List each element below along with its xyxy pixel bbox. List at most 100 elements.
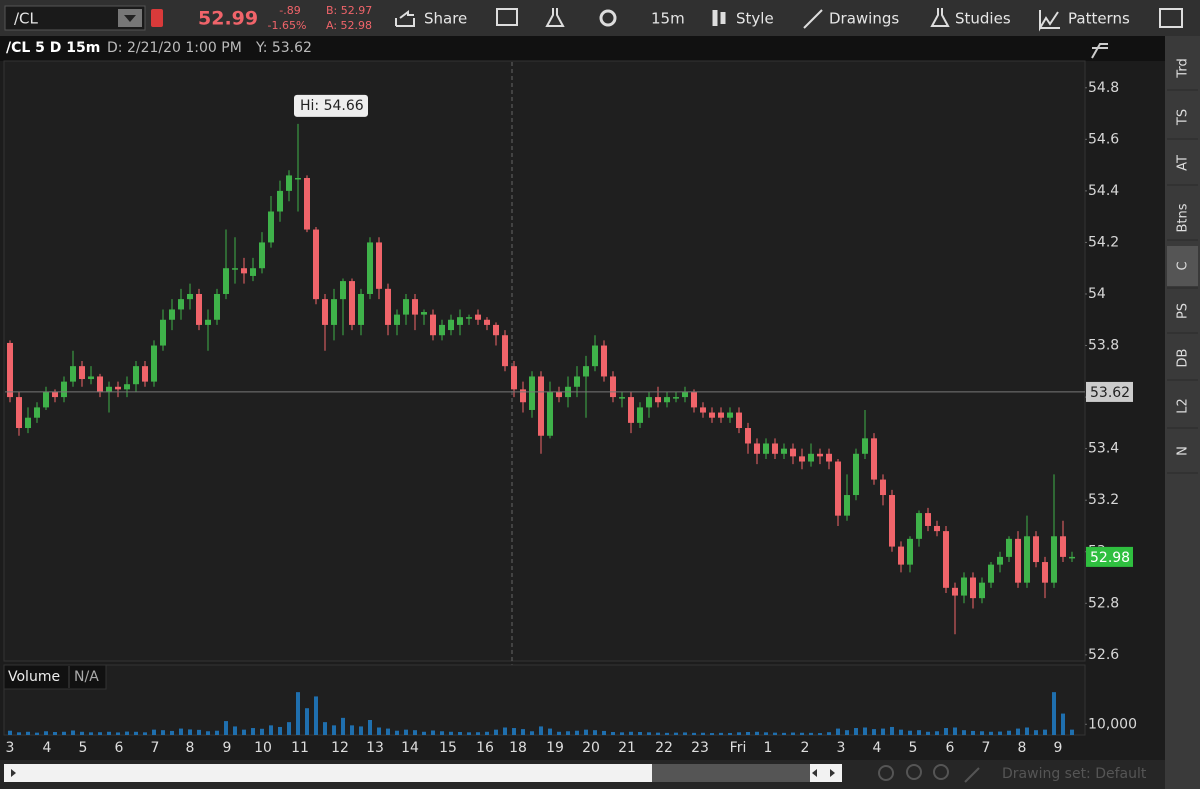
volume-bar: [737, 732, 741, 735]
candle-body: [601, 345, 607, 377]
sidebar-tab[interactable]: PS: [1176, 303, 1191, 319]
candle-body: [106, 386, 112, 392]
icon-studies: [930, 8, 950, 27]
candle-body: [160, 319, 166, 346]
ask: A: 52.98: [326, 19, 372, 32]
x-tick-label: Fri: [730, 740, 747, 756]
candle-body: [439, 324, 445, 336]
volume-bar: [251, 728, 255, 735]
candle-body: [70, 366, 76, 382]
volume-bar: [134, 731, 138, 735]
volume-bar: [350, 725, 354, 735]
volume-bar: [683, 732, 687, 735]
candle-body: [943, 531, 949, 588]
volume-bar: [341, 717, 345, 735]
x-tick-label: 8: [1018, 740, 1027, 756]
sidebar-tab[interactable]: C: [1176, 261, 1191, 270]
candle-body: [97, 376, 103, 392]
candle-body: [448, 319, 454, 331]
candle-body: [223, 268, 229, 294]
patterns[interactable]: Patterns: [1068, 10, 1130, 28]
candle-body: [835, 461, 841, 516]
candle-body: [637, 407, 643, 423]
candle-body: [475, 314, 481, 320]
volume-bar: [674, 732, 678, 735]
volume-bar: [233, 726, 237, 735]
icon-news[interactable]: [496, 8, 518, 26]
candle-body: [511, 366, 517, 390]
volume-bar: [287, 722, 291, 735]
x-tick-label: 6: [946, 740, 955, 756]
x-tick-label: 8: [186, 740, 195, 756]
volume-bar: [584, 729, 588, 735]
icon-axis[interactable]: [1091, 43, 1108, 59]
volume-bar: [944, 728, 948, 735]
sidebar-tab[interactable]: AT: [1176, 155, 1191, 171]
x-tick-label: 18: [509, 740, 527, 756]
volume-bar: [413, 730, 417, 735]
drawings[interactable]: Drawings: [829, 10, 899, 28]
volume-bar: [476, 732, 480, 735]
candle-body: [520, 389, 526, 403]
candle-body: [961, 577, 967, 596]
volume-bar: [89, 732, 93, 735]
volume-bar: [269, 725, 273, 735]
volume-bar: [881, 728, 885, 735]
candle-body: [493, 324, 499, 336]
volume-bar: [629, 731, 633, 735]
candle-body: [205, 319, 211, 325]
y-tick-label: 54.8: [1088, 80, 1119, 96]
candle-body: [1006, 538, 1012, 557]
volume-bar: [377, 727, 381, 735]
volume-bar: [62, 731, 66, 735]
style[interactable]: Style: [736, 10, 774, 28]
candle-body: [907, 538, 913, 565]
candle-body: [628, 397, 634, 423]
x-tick-label: 9: [223, 740, 232, 756]
icon-gear[interactable]: [599, 9, 617, 27]
volume-bar: [8, 730, 12, 735]
candle-body: [709, 412, 715, 418]
share[interactable]: Share: [424, 10, 467, 28]
studies[interactable]: Studies: [955, 10, 1011, 28]
sidebar-tab[interactable]: TS: [1176, 109, 1191, 126]
volume-bar: [53, 732, 57, 735]
crosshair-label: 53.62: [1090, 385, 1130, 401]
volume-bar: [602, 730, 606, 735]
alert-icon[interactable]: [151, 9, 163, 27]
icon-menu[interactable]: [1159, 8, 1183, 28]
y-tick-label: 54.6: [1088, 131, 1119, 147]
volume-bar: [449, 731, 453, 735]
volume-bar: [215, 730, 219, 735]
candle-body: [196, 293, 202, 325]
candle-body: [799, 456, 805, 462]
high-label: Hi: 54.66: [300, 98, 364, 114]
candle-body: [259, 242, 265, 269]
candle-body: [997, 556, 1003, 565]
sidebar-tab[interactable]: N: [1176, 446, 1191, 456]
candle-body: [1042, 562, 1048, 583]
candle-body: [1069, 556, 1075, 559]
icon-flask[interactable]: [545, 8, 565, 27]
scrollbar[interactable]: [4, 764, 842, 782]
volume-bar: [872, 729, 876, 735]
volume-bar: [296, 692, 300, 735]
scroll-thumb[interactable]: [652, 764, 810, 782]
sidebar-tab[interactable]: DB: [1176, 349, 1191, 368]
sidebar-tab[interactable]: Btns: [1176, 203, 1191, 232]
interval[interactable]: 15m: [651, 10, 685, 28]
candle-body: [1060, 536, 1066, 557]
candle-body: [295, 177, 301, 180]
candle-body: [79, 366, 85, 380]
candle-body: [790, 448, 796, 457]
volume-bar: [521, 729, 525, 735]
candle-body: [61, 381, 67, 398]
sidebar-tab[interactable]: Trd: [1176, 58, 1191, 78]
y-tick-label: 52.6: [1088, 647, 1119, 663]
candle-body: [862, 438, 868, 454]
sidebar-tab[interactable]: L2: [1176, 398, 1191, 414]
price-panel: [3, 60, 1086, 662]
candle-body: [682, 391, 688, 398]
volume-bar: [107, 731, 111, 735]
